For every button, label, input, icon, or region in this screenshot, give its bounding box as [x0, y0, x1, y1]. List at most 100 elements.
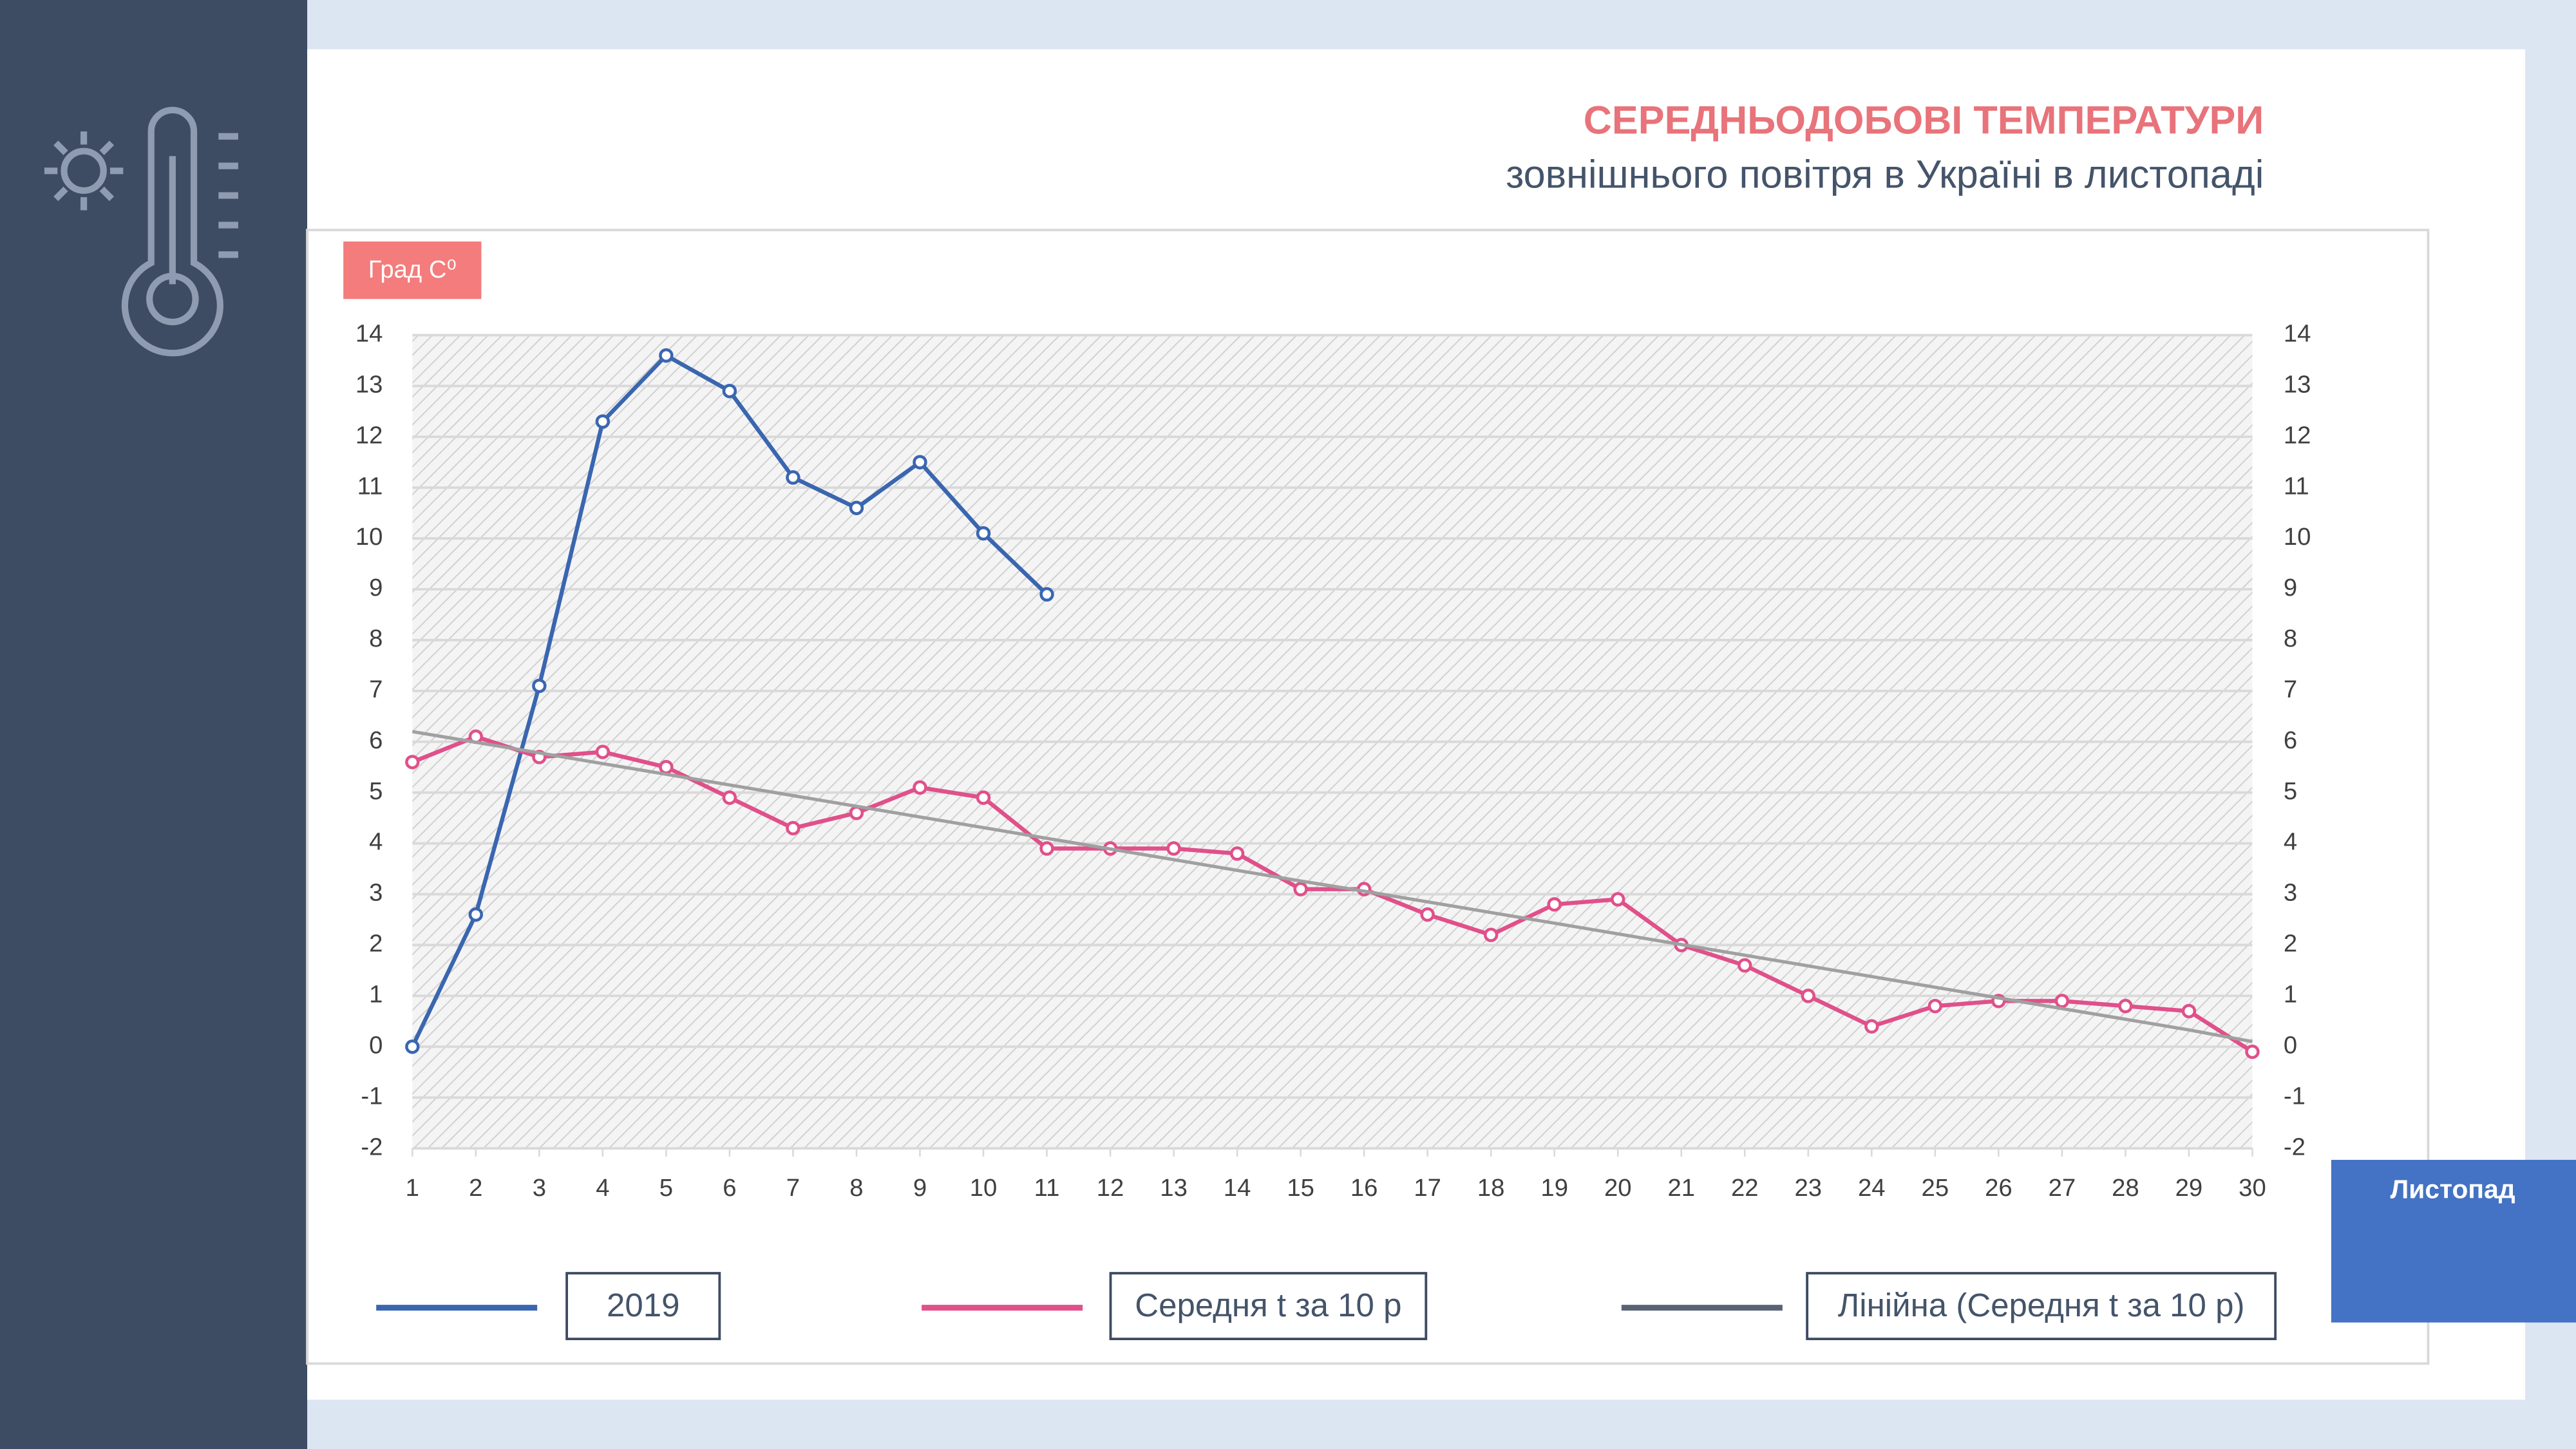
x-tick-label: 24 [1858, 1174, 1886, 1202]
x-tick-label: 23 [1795, 1174, 1823, 1202]
y-tick-label: 3 [369, 879, 383, 907]
y2-tick-label: 5 [2284, 777, 2297, 805]
marker [659, 348, 674, 363]
chart-subtitle: зовнішнього повітря в Україні в листопад… [1506, 153, 2264, 196]
legend-box [1109, 1272, 1428, 1340]
marker [722, 383, 737, 399]
marker [1611, 892, 1625, 907]
y-tick-label: 4 [369, 828, 383, 856]
y-label-box [343, 242, 482, 299]
marker [722, 790, 737, 805]
y2-tick-label: -2 [2284, 1133, 2306, 1160]
legend-box [565, 1272, 721, 1340]
marker [1293, 882, 1308, 896]
y2-tick-label: 12 [2284, 421, 2311, 449]
x-tick-label: 2 [469, 1174, 482, 1202]
marker [595, 414, 611, 429]
marker [405, 755, 420, 770]
series-line [412, 734, 2254, 1054]
y2-tick-label: -1 [2284, 1082, 2306, 1110]
x-tick-label: 8 [849, 1174, 863, 1202]
x-tick-label: 9 [913, 1174, 927, 1202]
x-label-box [2331, 1160, 2576, 1323]
marker [1483, 927, 1499, 942]
marker [532, 678, 547, 694]
marker [913, 455, 927, 469]
thermometer-icon [44, 106, 238, 357]
marker [1229, 846, 1245, 861]
x-tick-label: 28 [2112, 1174, 2139, 1202]
y-tick-label: -2 [361, 1133, 383, 1160]
marker [2054, 994, 2070, 1009]
y2-tick-label: 2 [2284, 930, 2297, 958]
marker [405, 1039, 420, 1054]
series-line [412, 730, 2253, 1043]
marker [595, 744, 611, 759]
x-tick-label: 29 [2175, 1174, 2203, 1202]
x-tick-label: 22 [1731, 1174, 1759, 1202]
y2-tick-label: 6 [2284, 726, 2297, 754]
y-tick-label: 11 [357, 472, 383, 500]
y2-tick-label: 3 [2284, 879, 2297, 907]
legend-box [1806, 1272, 2277, 1340]
y-tick-label: 9 [369, 574, 383, 601]
y2-tick-label: 10 [2284, 523, 2311, 551]
legend-label: Лінійна (Середня t за 10 р) [1838, 1287, 2245, 1323]
chart-title: СЕРЕДНЬОДОБОВІ ТЕМПЕРАТУРИ [1584, 98, 2264, 142]
marker [2245, 1044, 2260, 1059]
y2-tick-label: 7 [2284, 676, 2297, 703]
x-tick-label: 16 [1350, 1174, 1378, 1202]
y2-tick-label: 1 [2284, 981, 2297, 1009]
marker [2118, 998, 2133, 1014]
x-tick-label: 25 [1922, 1174, 1949, 1202]
y2-tick-label: 8 [2284, 625, 2297, 652]
y2-tick-label: 9 [2284, 574, 2297, 601]
marker [1166, 841, 1181, 856]
x-tick-label: 30 [2239, 1174, 2266, 1202]
marker [976, 526, 991, 541]
y-tick-label: 1 [369, 981, 383, 1009]
marker [1547, 897, 1562, 912]
x-tick-label: 7 [786, 1174, 800, 1202]
x-tick-label: 17 [1414, 1174, 1441, 1202]
marker [1420, 907, 1435, 922]
y-tick-label: 13 [355, 370, 383, 398]
y-tick-label: 8 [369, 625, 383, 652]
x-tick-label: 14 [1224, 1174, 1251, 1202]
x-tick-label: 13 [1160, 1174, 1188, 1202]
legend-label: Середня t за 10 р [1135, 1287, 1401, 1323]
marker [849, 500, 864, 515]
x-tick-label: 21 [1667, 1174, 1695, 1202]
x-tick-label: 1 [406, 1174, 419, 1202]
marker [786, 470, 800, 485]
y-tick-label: 10 [355, 523, 383, 551]
x-tick-label: 12 [1097, 1174, 1124, 1202]
marker [1039, 587, 1054, 602]
marker [1738, 958, 1752, 973]
y-tick-label: 2 [369, 930, 383, 958]
y-tick-label: 14 [355, 320, 383, 348]
x-tick-label: 6 [723, 1174, 736, 1202]
x-tick-label: 26 [1985, 1174, 2012, 1202]
y-tick-label: 0 [369, 1031, 383, 1059]
x-tick-label: 18 [1477, 1174, 1505, 1202]
x-tick-label: 3 [533, 1174, 546, 1202]
x-tick-label: 19 [1540, 1174, 1568, 1202]
x-tick-label: 20 [1604, 1174, 1632, 1202]
marker [1801, 989, 1816, 1003]
y-tick-label: -1 [361, 1082, 383, 1110]
y-tick-label: 6 [369, 726, 383, 754]
x-axis-label: Листопад [2391, 1174, 2515, 1204]
marker [913, 780, 927, 795]
x-tick-label: 27 [2049, 1174, 2076, 1202]
y2-tick-label: 13 [2284, 370, 2311, 398]
x-tick-label: 10 [970, 1174, 998, 1202]
marker [1864, 1019, 1879, 1034]
marker [786, 820, 800, 836]
marker [849, 806, 864, 820]
x-tick-label: 5 [659, 1174, 673, 1202]
y-axis-label: Град С⁰ [368, 256, 457, 283]
marker [1039, 841, 1054, 856]
